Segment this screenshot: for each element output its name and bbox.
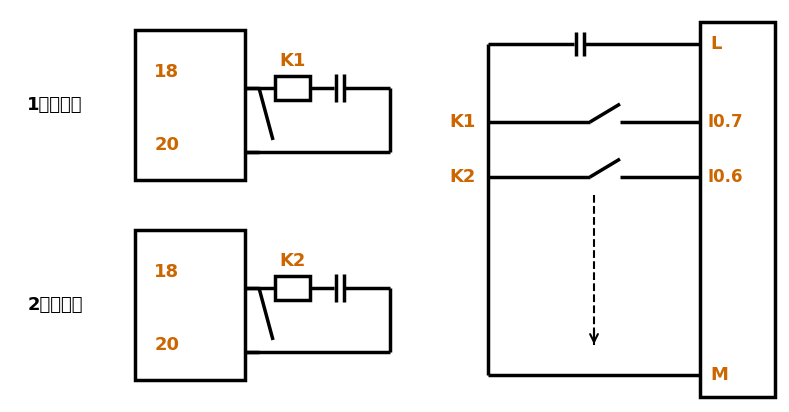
Text: I0.7: I0.7	[708, 113, 743, 131]
Text: 20: 20	[155, 136, 180, 154]
Text: K1: K1	[279, 52, 305, 70]
Text: I0.6: I0.6	[708, 168, 743, 186]
Text: 2号变频器: 2号变频器	[28, 296, 83, 314]
Text: 20: 20	[155, 336, 180, 354]
Text: K2: K2	[450, 168, 476, 186]
Text: 1号变频器: 1号变频器	[28, 96, 83, 114]
Text: L: L	[710, 35, 721, 53]
Text: K2: K2	[279, 252, 305, 270]
Text: 18: 18	[155, 63, 180, 81]
Text: 18: 18	[155, 263, 180, 281]
Text: K1: K1	[450, 113, 476, 131]
Text: M: M	[710, 366, 728, 384]
